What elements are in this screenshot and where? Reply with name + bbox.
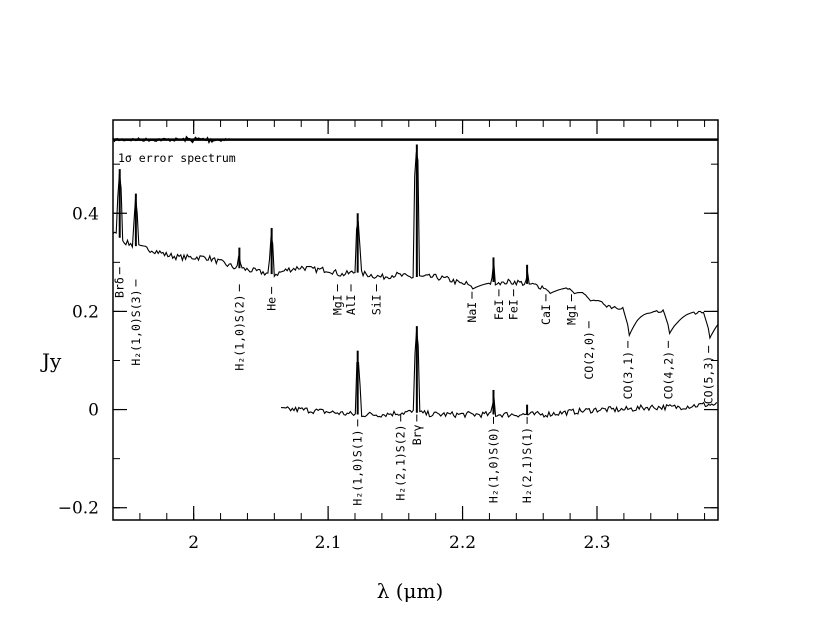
line-annotation: SiI — [370, 284, 384, 315]
annotation-label: H₂(1,0)S(3) — [129, 290, 143, 366]
annotation-label: H₂(2,1)S(2) — [394, 425, 408, 501]
line-annotation: CO(2,0) — [582, 321, 596, 380]
annotation-label: H₂(1,0)S(2) — [232, 294, 246, 370]
difference-spectrum-line — [280, 330, 718, 419]
annotation-label: CaI — [539, 304, 553, 325]
annotation-label: CO(5,3) — [702, 356, 716, 404]
annotation-label: MgI — [331, 294, 345, 315]
x-tick-label: 2.1 — [315, 533, 342, 553]
line-annotation: CO(3,1) — [621, 340, 635, 399]
y-tick-label: −0.2 — [58, 499, 99, 519]
line-annotation: H₂(1,0)S(1) — [351, 419, 365, 506]
x-tick-label: 2.2 — [449, 533, 476, 553]
annotation-label: FeI — [507, 299, 521, 320]
difference-spectrum-series — [280, 326, 718, 419]
x-axis-title: λ (μm) — [377, 579, 444, 603]
annotation-label: Brγ — [410, 424, 424, 445]
x-tick-labels: 2 2.1 2.2 2.3 — [188, 533, 610, 553]
y-tick-label: 0.2 — [72, 302, 99, 322]
error-spectrum-label: 1σ error spectrum — [118, 151, 236, 165]
annotation-label: H₂(1,0)S(0) — [487, 427, 501, 503]
y-tick-label: 0 — [88, 401, 99, 421]
line-annotation: H₂(1,0)S(2) — [232, 284, 246, 371]
error-spectrum-noise — [112, 135, 231, 145]
line-annotation: H₂(2,1)S(1) — [520, 416, 534, 503]
annotation-label: SiI — [370, 294, 384, 315]
line-annotation: CO(5,3) — [702, 345, 716, 404]
x-tick-label: 2.3 — [583, 533, 610, 553]
annotation-label: FeI — [492, 299, 506, 320]
plot-frame — [112, 119, 719, 521]
y-tick-labels: −0.2 0 0.2 0.4 — [58, 204, 99, 518]
x-tick-label: 2 — [188, 533, 199, 553]
observed-spectrum-line — [112, 152, 719, 340]
line-annotation: FeI — [492, 289, 506, 320]
annotation-label: He — [265, 297, 279, 311]
line-annotation: NaI — [465, 291, 479, 323]
y-tick-label: 0.4 — [72, 204, 99, 224]
annotation-label: CO(4,2) — [661, 351, 675, 399]
observed-spectrum-series — [112, 144, 719, 340]
line-annotation: AlI — [344, 284, 358, 315]
line-annotation: CaI — [539, 294, 553, 325]
line-annotation: H₂(1,0)S(0) — [487, 416, 501, 503]
line-annotation: Brδ — [113, 267, 127, 298]
annotation-label: H₂(2,1)S(1) — [520, 427, 534, 503]
line-annotation: MgI — [331, 284, 345, 315]
line-annotation: He — [265, 286, 279, 311]
error-spectrum — [112, 135, 718, 145]
axis-ticks — [112, 120, 718, 520]
annotation-label: AlI — [344, 294, 358, 315]
line-annotation: H₂(2,1)S(2) — [394, 414, 408, 501]
annotation-label: MgI — [565, 304, 579, 325]
annotation-label: Brδ — [113, 277, 127, 298]
line-annotation: FeI — [507, 289, 521, 320]
line-annotation: CO(4,2) — [661, 340, 675, 399]
annotation-label: H₂(1,0)S(1) — [351, 429, 365, 505]
line-annotation: MgI — [565, 294, 579, 325]
y-axis-title: Jy — [40, 349, 62, 373]
annotation-label: CO(2,0) — [582, 331, 596, 379]
annotation-label: NaI — [465, 302, 479, 323]
annotation-label: CO(3,1) — [621, 351, 635, 399]
line-annotation: Brγ — [410, 414, 424, 445]
line-annotation: H₂(1,0)S(3) — [129, 279, 143, 366]
